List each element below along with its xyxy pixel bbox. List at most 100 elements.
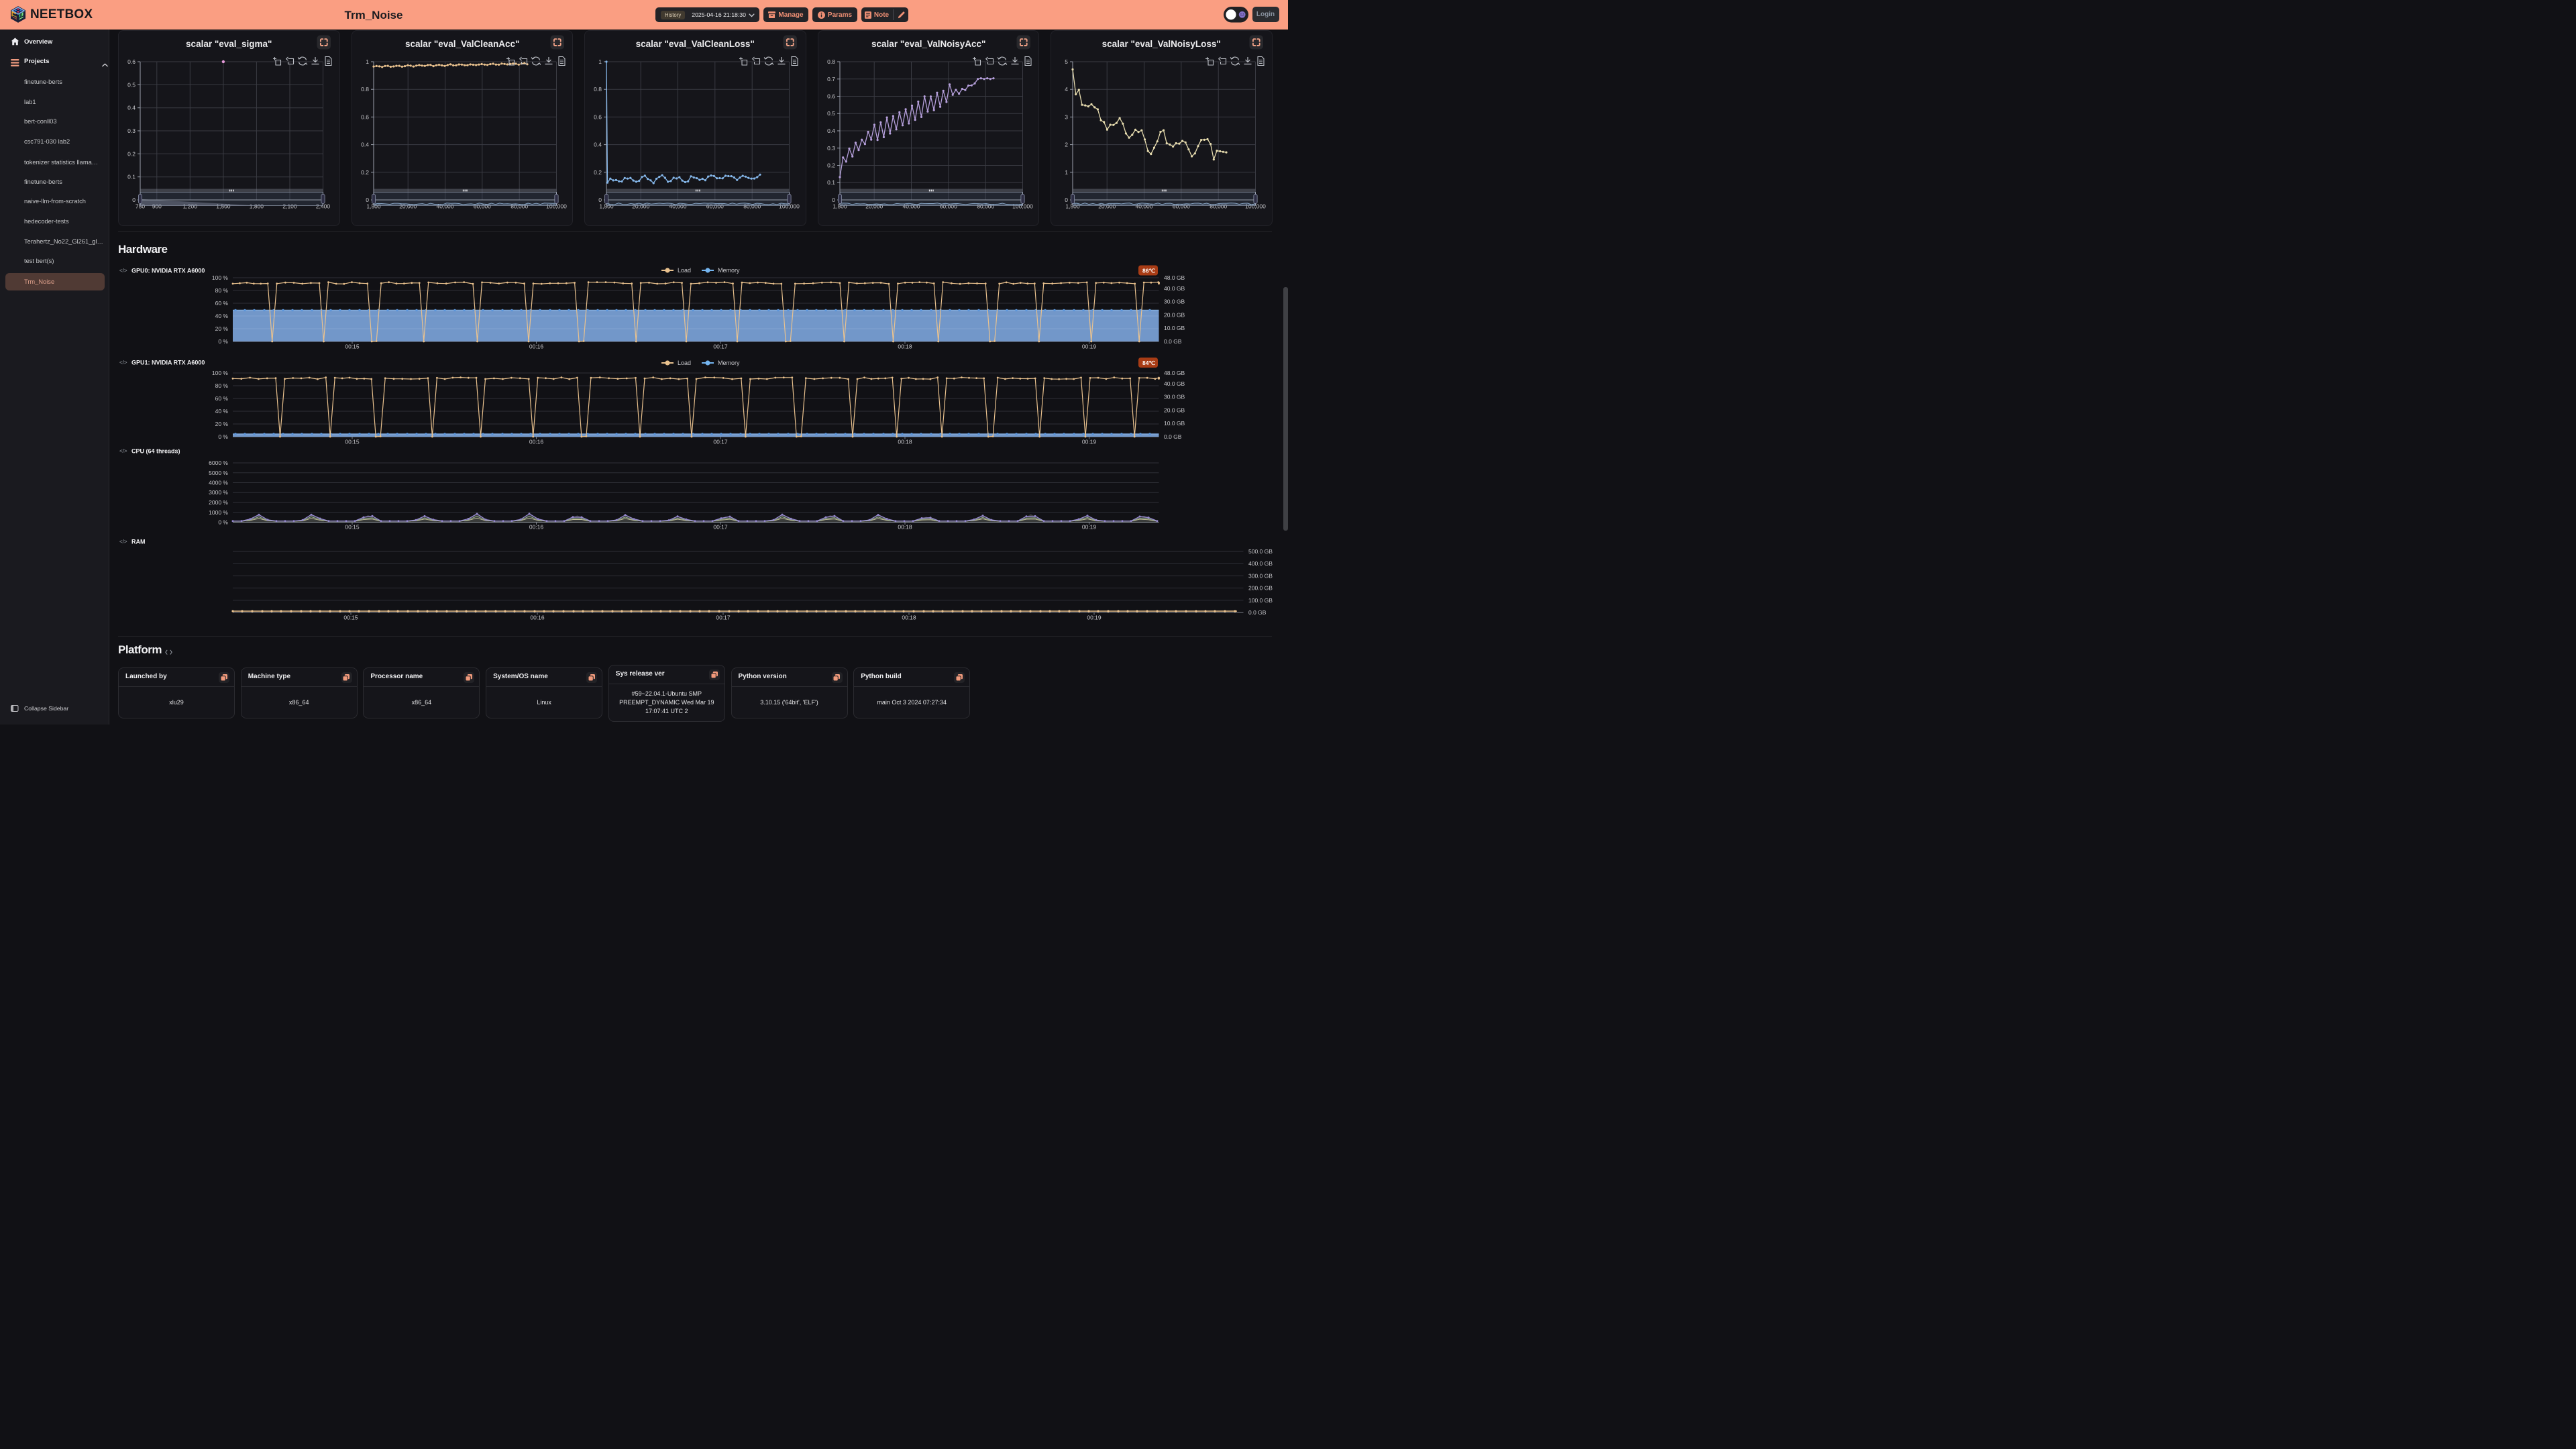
svg-text:0: 0 [132,197,136,203]
svg-text:100,000: 100,000 [1245,203,1266,210]
svg-text:00:19: 00:19 [1082,343,1097,350]
svg-text:0.6: 0.6 [361,113,369,120]
svg-text:00:15: 00:15 [345,439,360,445]
svg-text:60,000: 60,000 [939,203,957,210]
svg-text:RAM: RAM [131,539,146,545]
svg-text:00:15: 00:15 [345,343,360,350]
svg-text:0.7: 0.7 [827,76,835,83]
svg-text:100,000: 100,000 [546,203,567,210]
svg-text:6000 %: 6000 % [209,460,228,466]
svg-text:0.2: 0.2 [361,169,369,176]
svg-text:20 %: 20 % [215,421,229,427]
svg-text:30.0 GB: 30.0 GB [1164,299,1185,305]
svg-text:00:19: 00:19 [1087,614,1102,621]
svg-text:60,000: 60,000 [1173,203,1190,210]
svg-text:30.0 GB: 30.0 GB [1164,394,1185,400]
svg-text:0.3: 0.3 [827,145,835,152]
svg-text:0.2: 0.2 [827,162,835,169]
svg-text:0.4: 0.4 [594,142,602,148]
svg-text:0.4: 0.4 [827,127,835,134]
svg-text:100,000: 100,000 [779,203,800,210]
svg-text:1,200: 1,200 [183,203,198,210]
svg-text:0: 0 [832,197,835,203]
svg-text:60 %: 60 % [215,395,229,402]
svg-text:0: 0 [1065,197,1068,203]
svg-text:GPU1: NVIDIA RTX A6000: GPU1: NVIDIA RTX A6000 [131,360,205,366]
svg-text:3000 %: 3000 % [209,489,228,496]
svg-text:20.0 GB: 20.0 GB [1164,311,1185,318]
svg-text:4: 4 [1065,86,1068,93]
svg-text:Memory: Memory [718,360,740,366]
svg-text:0.6: 0.6 [827,93,835,100]
svg-text:</>: </> [119,539,127,545]
svg-text:0.2: 0.2 [127,150,136,157]
svg-text:4000 %: 4000 % [209,480,228,486]
svg-text:GPU0: NVIDIA RTX A6000: GPU0: NVIDIA RTX A6000 [131,268,205,274]
svg-text:00:18: 00:18 [898,439,912,445]
svg-text:2: 2 [1065,142,1068,148]
svg-text:scalar "eval_ValCleanAcc": scalar "eval_ValCleanAcc" [405,39,519,49]
svg-text:1,500: 1,500 [599,203,614,210]
svg-text:300.0 GB: 300.0 GB [1248,572,1273,579]
svg-text:20,000: 20,000 [865,203,883,210]
svg-text:00:15: 00:15 [343,614,358,621]
svg-text:0.4: 0.4 [127,105,136,111]
svg-text:0.8: 0.8 [361,86,369,93]
svg-text:80,000: 80,000 [977,203,994,210]
svg-text:1,500: 1,500 [216,203,231,210]
svg-text:0 %: 0 % [218,433,228,440]
svg-text:84℃: 84℃ [1142,360,1155,366]
svg-text:80 %: 80 % [215,287,229,294]
svg-text:0: 0 [366,197,369,203]
svg-text:0.4: 0.4 [361,142,369,148]
svg-text:20 %: 20 % [215,325,229,332]
svg-text:5: 5 [1065,58,1068,65]
svg-text:00:18: 00:18 [898,343,912,350]
svg-text:40 %: 40 % [215,408,229,415]
svg-text:80,000: 80,000 [511,203,528,210]
svg-text:00:16: 00:16 [529,524,544,531]
svg-text:40.0 GB: 40.0 GB [1164,380,1185,387]
svg-text:00:17: 00:17 [713,343,728,350]
svg-text:00:17: 00:17 [713,524,728,531]
svg-text:200.0 GB: 200.0 GB [1248,585,1273,592]
svg-text:86℃: 86℃ [1142,268,1155,274]
svg-text:Load: Load [678,360,691,366]
svg-text:1,500: 1,500 [1065,203,1080,210]
svg-text:00:16: 00:16 [529,439,544,445]
svg-text:00:16: 00:16 [530,614,545,621]
svg-text:scalar "eval_ValNoisyAcc": scalar "eval_ValNoisyAcc" [871,39,985,49]
svg-text:0 %: 0 % [218,338,228,345]
svg-text:40 %: 40 % [215,313,229,319]
svg-text:2000 %: 2000 % [209,499,228,506]
svg-text:0.2: 0.2 [594,169,602,176]
svg-text:1000 %: 1000 % [209,509,228,516]
svg-text:0.0 GB: 0.0 GB [1164,338,1182,345]
svg-text:400.0 GB: 400.0 GB [1248,560,1273,567]
svg-text:20,000: 20,000 [1098,203,1116,210]
svg-text:60,000: 60,000 [706,203,724,210]
svg-text:2,100: 2,100 [282,203,297,210]
svg-text:10.0 GB: 10.0 GB [1164,325,1185,331]
svg-text:100,000: 100,000 [1012,203,1033,210]
svg-text:0.6: 0.6 [127,58,136,65]
svg-text:0: 0 [598,197,602,203]
svg-text:900: 900 [152,203,162,210]
svg-text:0.0 GB: 0.0 GB [1248,609,1267,616]
svg-text:1,500: 1,500 [366,203,381,210]
svg-text:48.0 GB: 48.0 GB [1164,274,1185,281]
svg-text:0.0 GB: 0.0 GB [1164,433,1182,440]
svg-text:1: 1 [1065,169,1068,176]
svg-text:Memory: Memory [718,267,740,274]
svg-text:5000 %: 5000 % [209,470,228,476]
svg-text:40,000: 40,000 [436,203,453,210]
svg-text:00:17: 00:17 [713,439,728,445]
svg-text:</>: </> [119,360,127,366]
svg-text:00:15: 00:15 [345,524,360,531]
svg-text:0.3: 0.3 [127,127,136,134]
svg-text:0.1: 0.1 [827,179,835,186]
svg-text:80,000: 80,000 [743,203,761,210]
svg-text:40,000: 40,000 [902,203,920,210]
svg-text:00:18: 00:18 [898,524,912,531]
svg-text:60,000: 60,000 [473,203,490,210]
